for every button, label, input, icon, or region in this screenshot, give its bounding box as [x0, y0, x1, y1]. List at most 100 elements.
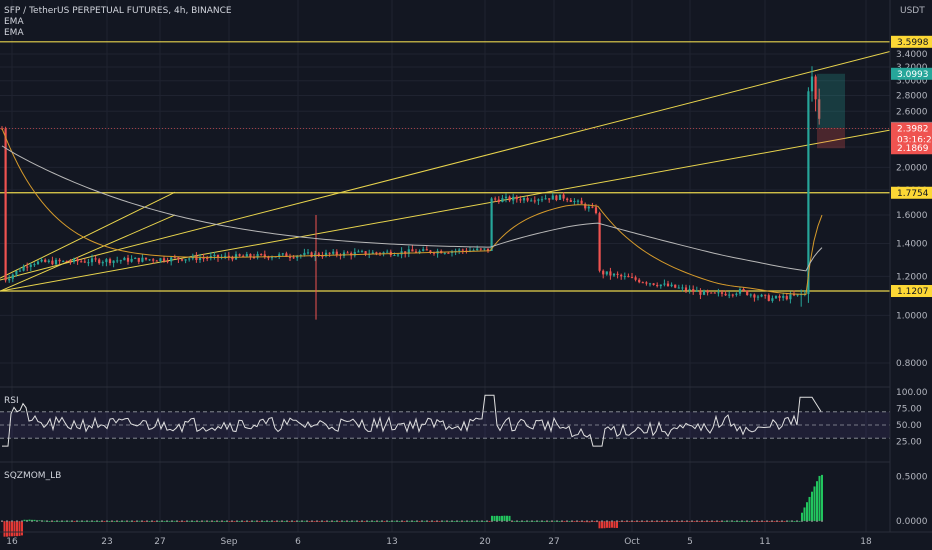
squeeze-bar: [203, 520, 206, 522]
squeeze-bar: [58, 520, 61, 522]
squeeze-dot: [791, 520, 793, 522]
candle-body: [306, 252, 310, 254]
trendline[interactable]: [0, 129, 891, 292]
squeeze-dot: [666, 520, 668, 522]
rsi-tick-label: 100.00: [896, 388, 928, 398]
squeeze-bar: [138, 520, 141, 522]
squeeze-dot: [161, 520, 163, 522]
squeeze-bar: [658, 521, 661, 522]
squeeze-dot: [511, 520, 513, 522]
candle-body: [332, 251, 335, 254]
candle-body: [310, 252, 313, 257]
squeeze-label[interactable]: SQZMOM_LB: [4, 471, 61, 481]
candle-body: [274, 256, 277, 258]
symbol-title[interactable]: SFP / TetherUS PERPETUAL FUTURES, 4h, BI…: [4, 6, 232, 16]
rsi-line[interactable]: [2, 394, 822, 447]
squeeze-bar: [93, 520, 96, 522]
squeeze-bar: [718, 521, 721, 522]
candle-body: [303, 252, 306, 256]
squeeze-bar: [53, 520, 56, 522]
squeeze-dot: [786, 520, 788, 522]
squeeze-bar: [158, 520, 161, 522]
time-tick-label: 13: [386, 537, 397, 547]
squeeze-bar: [738, 521, 741, 522]
price-tag: [891, 35, 932, 48]
price-tick-label: 2.0000: [896, 163, 928, 173]
ema-slow-line[interactable]: [1, 145, 823, 272]
candle-body: [515, 196, 518, 200]
candle-body: [713, 292, 716, 294]
candle-body: [36, 261, 40, 265]
squeeze-bar: [553, 520, 556, 522]
price-pane[interactable]: [0, 41, 891, 320]
time-axis[interactable]: 16 23 27 Sep 6 13 20 27 Oct 5 11 18: [6, 537, 872, 547]
squeeze-dot: [241, 520, 243, 522]
candle-body: [101, 262, 104, 264]
position-profit-zone[interactable]: [817, 73, 845, 128]
squeeze-bar: [663, 521, 666, 522]
price-tag: [891, 122, 932, 135]
squeeze-bar: [18, 521, 21, 536]
squeeze-bar: [243, 521, 246, 522]
candle-body: [699, 290, 702, 295]
squeeze-dot: [66, 520, 68, 522]
squeeze-dot: [526, 520, 528, 522]
ema-indicator-label-2[interactable]: EMA: [4, 28, 24, 38]
rsi-pane[interactable]: 100.00 75.00 50.00 25.00: [0, 388, 928, 448]
ema-fast-line[interactable]: [1, 128, 823, 295]
candle-body: [202, 257, 205, 259]
squeeze-momentum-pane[interactable]: 0.5000 0.0000: [1, 473, 928, 537]
squeeze-bar: [433, 521, 436, 522]
ema-indicator-label-1[interactable]: EMA: [4, 17, 24, 27]
trendline[interactable]: [0, 51, 891, 281]
squeeze-bar: [3, 521, 6, 537]
candle-body: [792, 294, 796, 296]
squeeze-dot: [446, 520, 448, 522]
candle-body: [591, 206, 594, 208]
candle-body: [371, 252, 374, 254]
candle-body: [263, 254, 266, 257]
candle-body: [364, 251, 367, 255]
candle-body: [8, 278, 11, 281]
squeeze-dot: [671, 520, 673, 522]
candle-body: [522, 198, 526, 201]
price-tag: [891, 142, 932, 155]
candle-body: [785, 296, 788, 300]
candle-body: [249, 254, 252, 258]
squeeze-bar: [633, 521, 636, 522]
squeeze-bar: [108, 521, 111, 522]
squeeze-bar: [783, 521, 786, 522]
position-stop-zone[interactable]: [817, 127, 845, 149]
squeeze-dot: [591, 520, 593, 522]
squeeze-dot: [221, 520, 223, 522]
squeeze-bar: [478, 520, 481, 522]
squeeze-dot: [801, 520, 803, 522]
squeeze-bar: [11, 521, 13, 537]
channel-lower-line[interactable]: [0, 214, 176, 292]
channel-upper-line[interactable]: [0, 191, 176, 279]
squeeze-dot: [391, 520, 393, 522]
squeeze-dot: [711, 520, 713, 522]
squeeze-dot: [346, 520, 348, 522]
squeeze-tick-label: 0.0000: [896, 517, 928, 527]
squeeze-dot: [266, 520, 268, 522]
candle-body: [634, 277, 637, 280]
price-tags: 3.59983.09932.40612.398203:16:202.18691.…: [891, 35, 932, 298]
candle-body: [4, 128, 7, 281]
candle-body: [594, 207, 598, 214]
candle-body: [508, 196, 511, 201]
squeeze-dot: [321, 520, 323, 522]
squeeze-bar: [673, 521, 676, 522]
squeeze-dot: [411, 520, 413, 522]
squeeze-bar: [298, 520, 301, 522]
squeeze-bar: [693, 521, 696, 522]
price-tick-label: 0.8000: [896, 359, 928, 369]
rsi-label[interactable]: RSI: [4, 396, 19, 406]
squeeze-bar: [328, 521, 331, 522]
squeeze-dot: [121, 520, 123, 522]
squeeze-bar: [168, 520, 171, 522]
squeeze-dot: [201, 520, 203, 522]
candle-body: [126, 257, 130, 262]
squeeze-dot: [71, 520, 73, 522]
